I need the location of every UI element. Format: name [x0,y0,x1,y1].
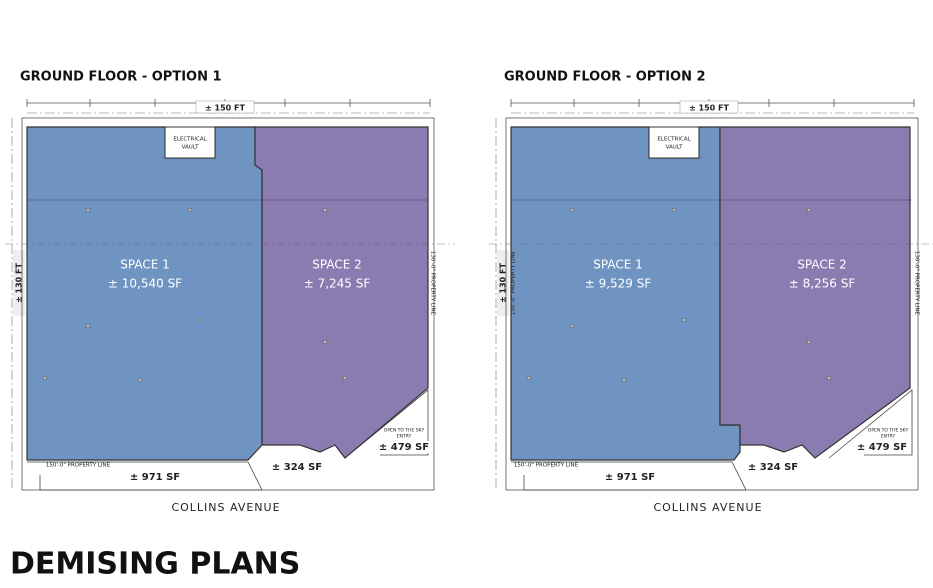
space-name: SPACE 2 [797,258,847,272]
column [323,340,327,344]
plan-title: GROUND FLOOR - OPTION 2 [504,70,706,85]
vault-label: VAULT [666,145,684,151]
space-1-area [510,126,741,461]
electrical-vault [164,126,216,159]
property-line-label: 130'-0" PROPERTY LINE [430,251,436,316]
column [827,376,831,380]
column [807,340,811,344]
property-line-label: 130'-0" PROPERTY LINE [511,250,517,315]
column [138,378,142,382]
depth-label: ± 130 FT [15,263,24,303]
plan-title: GROUND FLOOR - OPTION 1 [20,70,222,85]
street-name: COLLINS AVENUE [653,501,762,514]
column [807,208,811,212]
vault-label: ELECTRICAL [173,137,207,143]
column [570,208,574,212]
terrace-area: ± 479 SF [379,442,429,453]
entry-label: ENTRY [881,434,896,440]
label-box [379,441,429,453]
depth-label: ± 130 FT [499,263,508,303]
vault-label: VAULT [182,145,200,151]
space-name: SPACE 1 [120,258,170,272]
page-title: DEMISING PLANS [10,547,300,582]
label-box [857,441,907,453]
space-area: ± 8,256 SF [789,277,856,291]
label-box [195,100,255,114]
label-box [605,471,655,483]
space-name: SPACE 2 [312,258,362,272]
column [343,376,347,380]
column [188,208,192,212]
column [672,208,676,212]
entry-label: OPEN TO THE SKY [384,428,425,434]
column [323,208,327,212]
vault-label: ELECTRICAL [657,137,691,143]
terrace-area: ± 324 SF [272,462,322,473]
width-label: ± 150 FT [689,104,729,113]
label-box [272,461,322,473]
space-area: ± 7,245 SF [304,277,371,291]
column [43,376,47,380]
terrace-area: ± 324 SF [748,462,798,473]
space-2-area [254,126,429,459]
column [527,376,531,380]
electrical-vault [648,126,700,159]
width-label: ± 150 FT [205,104,245,113]
street-name: COLLINS AVENUE [171,501,280,514]
entry-outline [828,389,913,459]
entry-label: ENTRY [397,434,412,440]
property-line-label: 150'-0" PROPERTY LINE [514,463,579,469]
column [570,324,574,328]
column [198,318,202,322]
property-line-label: 130'-0" PROPERTY LINE [914,251,920,316]
space-area: ± 9,529 SF [585,277,652,291]
label-box [130,471,180,483]
terrace-outline [27,461,263,491]
space-name: SPACE 1 [593,258,643,272]
terrace-area: ± 971 SF [130,472,180,483]
space-area: ± 10,540 SF [108,277,182,291]
label-box [679,100,739,114]
entry-outline [344,389,429,459]
column [622,378,626,382]
column [86,208,90,212]
terrace-area: ± 479 SF [857,442,907,453]
label-box [748,461,798,473]
terrace-outline [511,461,747,491]
terrace-area: ± 971 SF [605,472,655,483]
column [86,324,90,328]
space-1-area [26,126,263,461]
entry-label: OPEN TO THE SKY [868,428,909,434]
column [682,318,686,322]
property-line-label: 150'-0" PROPERTY LINE [46,463,111,469]
space-2-area [719,126,911,459]
